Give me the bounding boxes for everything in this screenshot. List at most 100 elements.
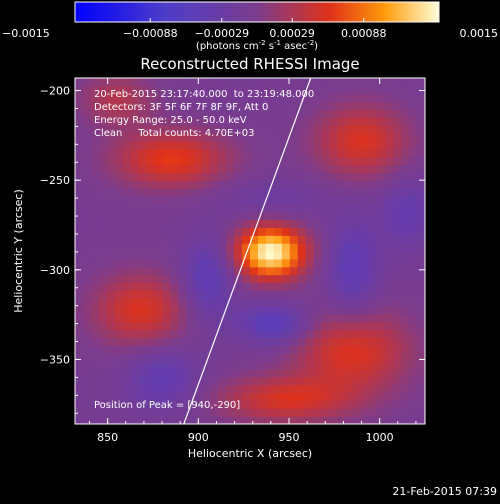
heatmap-cell [265, 329, 275, 339]
heatmap-cell [218, 392, 227, 402]
heatmap-cell [194, 195, 203, 205]
heatmap-cell [401, 211, 410, 221]
heatmap-cell [273, 400, 283, 409]
heatmap-cell [75, 274, 84, 284]
heatmap-cell [321, 416, 331, 424]
heatmap-cell [409, 298, 418, 307]
heatmap-cell [138, 251, 148, 260]
heatmap-cell [353, 227, 362, 236]
heatmap-cell [226, 243, 235, 252]
heatmap-cell [257, 313, 267, 323]
heatmap-cell [250, 400, 259, 409]
heatmap-cell [361, 416, 370, 424]
heatmap-cell [377, 203, 386, 213]
heatmap-cell [162, 337, 172, 346]
heatmap-cell [385, 416, 394, 424]
heatmap-cell [178, 227, 187, 236]
heatmap-cell [281, 392, 291, 402]
heatmap-cell [234, 392, 243, 402]
heatmap-cell [321, 125, 331, 134]
heatmap-cell [218, 180, 227, 189]
heatmap-cell [114, 164, 124, 173]
heatmap-cell [162, 251, 172, 260]
heatmap-cell [281, 258, 291, 268]
heatmap-cell [178, 188, 187, 197]
heatmap-cell [297, 392, 307, 402]
heatmap-cell [369, 93, 378, 103]
heatmap-cell [337, 400, 347, 409]
heatmap-cell [337, 345, 347, 354]
heatmap-cell [345, 109, 354, 118]
heatmap-cell [75, 133, 84, 142]
heatmap-cell [345, 400, 354, 409]
heatmap-cell [289, 416, 299, 424]
heatmap-cell [250, 133, 259, 142]
heatmap-cell [114, 85, 124, 95]
heatmap-cell [369, 148, 378, 158]
heatmap-cell [146, 400, 156, 409]
heatmap-cell [417, 203, 425, 213]
heatmap-cell [186, 313, 195, 323]
heatmap-cell [218, 258, 227, 268]
heatmap-cell [305, 376, 315, 386]
heatmap-cell [75, 408, 84, 417]
heatmap-cell [178, 125, 187, 134]
heatmap-cell [265, 345, 275, 354]
heatmap-cell [345, 125, 354, 134]
heatmap-cell [321, 188, 331, 197]
heatmap-cell [369, 78, 378, 87]
heatmap-cell [250, 282, 259, 291]
heatmap-cell [369, 258, 378, 268]
heatmap-cell [273, 195, 283, 205]
heatmap-cell [321, 93, 331, 103]
heatmap-cell [337, 416, 347, 424]
heatmap-cell [313, 282, 323, 291]
heatmap-cell [409, 117, 418, 126]
heatmap-cell [194, 337, 203, 346]
heatmap-cell [218, 85, 227, 95]
heatmap-cell [385, 392, 394, 402]
heatmap-cell [329, 219, 339, 229]
heatmap-cell [106, 203, 116, 213]
heatmap-cell [170, 101, 179, 111]
heatmap-cell [257, 345, 267, 354]
heatmap-cell [313, 85, 323, 95]
heatmap-cell [98, 384, 108, 394]
heatmap-cell [257, 243, 267, 252]
heatmap-cell [138, 140, 148, 150]
heatmap-cell [393, 353, 402, 362]
heatmap-cell [401, 78, 410, 87]
heatmap-cell [82, 298, 92, 307]
heatmap-cell [305, 329, 315, 339]
heatmap-cell [321, 408, 331, 417]
heatmap-cell [313, 78, 323, 87]
heatmap-cell [305, 337, 315, 346]
heatmap-cell [210, 85, 219, 95]
heatmap-cell [242, 140, 251, 150]
heatmap-cell [82, 117, 92, 126]
heatmap-cell [75, 243, 84, 252]
heatmap-cell [194, 313, 203, 323]
heatmap-cell [186, 258, 195, 268]
heatmap-cell [369, 408, 378, 417]
heatmap-cell [202, 203, 211, 213]
heatmap-cell [313, 109, 323, 118]
heatmap-cell [202, 368, 211, 378]
heatmap-cell [75, 306, 84, 315]
heatmap-cell [154, 211, 164, 221]
heatmap-cell [353, 156, 362, 166]
heatmap-cell [226, 408, 235, 417]
heatmap-cell [154, 117, 164, 126]
heatmap-cell [321, 282, 331, 291]
heatmap-cell [218, 329, 227, 339]
heatmap-cell [273, 180, 283, 189]
heatmap-cell [210, 376, 219, 386]
heatmap-cell [409, 282, 418, 291]
heatmap-cell [281, 172, 291, 181]
heatmap-cell [106, 109, 116, 118]
heatmap-cell [385, 148, 394, 158]
heatmap-cell [114, 353, 124, 362]
heatmap-cell [122, 274, 132, 284]
heatmap-cell [210, 180, 219, 189]
heatmap-cell [401, 243, 410, 252]
